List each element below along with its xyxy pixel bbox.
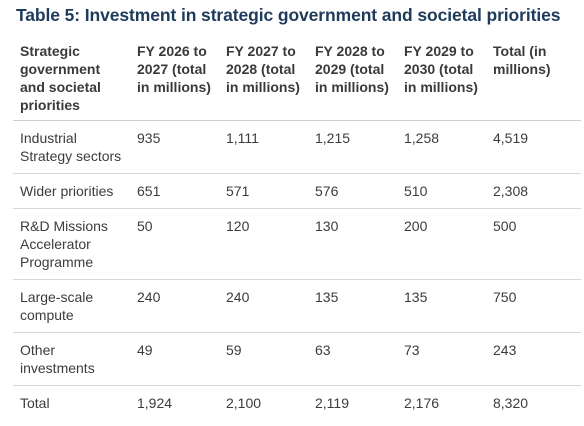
table-row: Industrial Strategy sectors 935 1,111 1,… (13, 120, 581, 174)
cell-value: 1,111 (219, 120, 308, 174)
header-fy-2028-2029: FY 2028 to 2029 (total in millions) (308, 36, 397, 121)
table-title: Table 5: Investment in strategic governm… (16, 5, 561, 25)
cell-value: 1,258 (397, 120, 486, 174)
cell-total: 750 (486, 279, 581, 333)
table-row: R&D Missions Accelerator Programme 50 12… (13, 208, 581, 280)
cell-value: 2,176 (404, 395, 440, 411)
row-label: Wider priorities (13, 173, 130, 209)
cell-total: 243 (486, 332, 581, 386)
row-label: Large-scale compute (13, 279, 130, 333)
row-label: Other investments (13, 332, 130, 386)
header-fy-2029-2030: FY 2029 to 2030 (total in millions) (397, 36, 486, 121)
table-row: Large-scale compute 240 240 135 135 750 (13, 279, 581, 333)
table-row: Wider priorities 651 571 576 510 2,308 (13, 173, 581, 209)
cell-value: 200 (397, 208, 486, 280)
cell-value: 135 (397, 279, 486, 333)
cell-value: 240 (130, 279, 219, 333)
cell-value: 510 (397, 173, 486, 209)
header-fy-2027-2028: FY 2027 to 2028 (total in millions) (219, 36, 308, 121)
cell-total: 8,320 (493, 395, 529, 411)
cell-value: 120 (219, 208, 308, 280)
cell-value: 651 (130, 173, 219, 209)
cell-value: 49 (130, 332, 219, 386)
cell-total: 500 (486, 208, 581, 280)
cell-value: 135 (308, 279, 397, 333)
cell-value: 2,100 (226, 395, 262, 411)
header-row: Strategic government and societal priori… (13, 36, 581, 121)
cell-value: 130 (308, 208, 397, 280)
cell-value: 1,924 (137, 395, 173, 411)
cell-value: 59 (219, 332, 308, 386)
total-row: Total 1,924 2,100 2,119 2,176 8,320 (13, 386, 581, 426)
cell-value: 576 (308, 173, 397, 209)
cell-value: 935 (130, 120, 219, 174)
cell-value: 571 (219, 173, 308, 209)
row-label: Industrial Strategy sectors (13, 120, 130, 174)
table-row: Other investments 49 59 63 73 243 (13, 332, 581, 386)
cell-value: 240 (219, 279, 308, 333)
investment-table: Strategic government and societal priori… (13, 36, 581, 426)
cell-total: 4,519 (486, 120, 581, 174)
cell-value: 63 (308, 332, 397, 386)
cell-value: 73 (397, 332, 486, 386)
header-priorities: Strategic government and societal priori… (13, 36, 130, 121)
header-fy-2026-2027: FY 2026 to 2027 (total in millions) (130, 36, 219, 121)
header-total: Total (in millions) (486, 36, 581, 121)
row-label: R&D Missions Accelerator Programme (13, 208, 130, 280)
cell-value: 50 (130, 208, 219, 280)
cell-total: 2,308 (486, 173, 581, 209)
row-label: Total (20, 395, 50, 411)
cell-value: 1,215 (308, 120, 397, 174)
cell-value: 2,119 (315, 395, 349, 411)
